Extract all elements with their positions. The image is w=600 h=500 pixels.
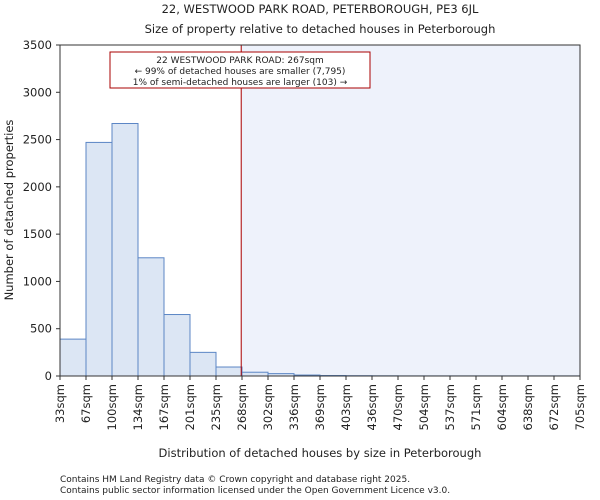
x-tick-label: 302sqm (261, 384, 275, 430)
x-tick-label: 537sqm (443, 384, 457, 430)
footer-line-2: Contains public sector information licen… (60, 486, 450, 496)
bar (241, 371, 269, 377)
y-tick-label: 1000 (23, 274, 52, 288)
x-tick-label: 167sqm (157, 384, 171, 430)
x-tick-label: 336sqm (287, 384, 301, 430)
x-tick-label: 33sqm (53, 384, 67, 423)
annotation: 22 WESTWOOD PARK ROAD: 267sqm ← 99% of d… (109, 51, 371, 89)
y-tick-label: 1500 (23, 227, 52, 241)
highlight-region (241, 45, 580, 376)
x-tick-label: 436sqm (365, 384, 379, 430)
y-axis: 0 500 1000 1500 2000 2500 3000 3500 (23, 38, 60, 383)
annotation-box (109, 51, 371, 89)
x-tick-label: 705sqm (573, 384, 587, 430)
y-tick-label: 3500 (23, 38, 52, 52)
x-tick-label: 268sqm (235, 384, 249, 430)
bar (189, 351, 217, 377)
x-axis-label: Distribution of detached houses by size … (159, 446, 482, 460)
bar (137, 257, 165, 377)
x-tick-label: 67sqm (79, 384, 93, 423)
x-tick-label: 369sqm (313, 384, 327, 430)
bar (85, 141, 113, 377)
x-axis: 33sqm 67sqm 100sqm 134sqm 167sqm 201sqm 235sqm… (53, 376, 587, 430)
bar (215, 366, 243, 377)
y-axis-label: Number of detached properties (2, 120, 16, 301)
annotation-line-1: 22 WESTWOOD PARK ROAD: 267sqm (156, 56, 324, 66)
bar (59, 338, 87, 377)
x-tick-label: 571sqm (469, 384, 483, 430)
bar (163, 314, 191, 377)
x-tick-label: 403sqm (339, 384, 353, 430)
y-tick-label: 3000 (23, 85, 52, 99)
footer-line-1: Contains HM Land Registry data © Crown c… (60, 475, 410, 485)
chart-subtitle: Size of property relative to detached ho… (145, 22, 496, 36)
x-tick-label: 235sqm (209, 384, 223, 430)
x-tick-label: 100sqm (105, 384, 119, 430)
y-tick-label: 500 (30, 322, 52, 336)
x-tick-label: 672sqm (547, 384, 561, 430)
bars (59, 122, 581, 377)
chart-title: 22, WESTWOOD PARK ROAD, PETERBOROUGH, PE… (162, 2, 479, 16)
x-tick-label: 604sqm (495, 384, 509, 430)
annotation-line-2: ← 99% of detached houses are smaller (7,… (135, 67, 346, 77)
y-tick-label: 0 (45, 369, 52, 383)
y-tick-label: 2500 (23, 133, 52, 147)
x-tick-label: 504sqm (417, 384, 431, 430)
bar (111, 122, 139, 377)
x-tick-label: 638sqm (521, 384, 535, 430)
annotation-line-3: 1% of semi-detached houses are larger (1… (133, 78, 348, 88)
x-tick-label: 201sqm (183, 384, 197, 430)
x-tick-label: 470sqm (391, 384, 405, 430)
y-tick-label: 2000 (23, 180, 52, 194)
x-tick-label: 134sqm (131, 384, 145, 430)
